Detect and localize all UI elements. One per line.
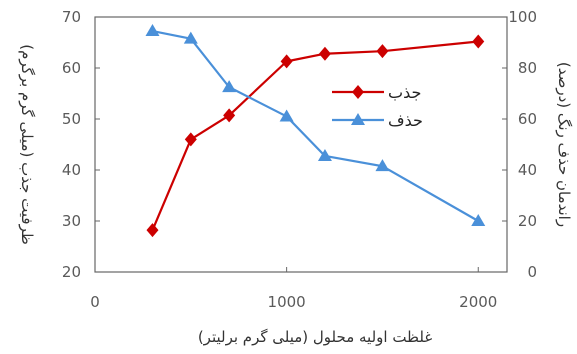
data-point xyxy=(279,109,294,122)
y-left-tick-label: 20 xyxy=(62,263,81,281)
y-right-tick-label: 60 xyxy=(518,110,537,128)
y-left-tick-label: 40 xyxy=(62,161,81,179)
y-left-tick-label: 30 xyxy=(62,212,81,230)
data-point xyxy=(145,24,160,37)
y-right-tick-label: 20 xyxy=(518,212,537,230)
legend-label: حذف xyxy=(388,111,423,130)
data-point xyxy=(352,85,364,99)
x-tick-label: 1000 xyxy=(268,293,306,311)
data-point xyxy=(318,46,331,61)
data-point xyxy=(280,54,293,69)
data-point xyxy=(183,31,198,44)
plot-border xyxy=(94,16,508,273)
data-point xyxy=(351,113,365,125)
x-axis-label: غلظت اولیه محلول (میلی گرم برلیتر) xyxy=(198,328,433,346)
data-point xyxy=(223,108,236,123)
data-point xyxy=(471,214,486,226)
y-left-tick-label: 50 xyxy=(62,110,81,128)
plot-area xyxy=(94,16,508,273)
y-left-tick-label: 70 xyxy=(62,8,81,26)
series-line xyxy=(152,29,479,222)
x-tick-label: 2000 xyxy=(459,293,497,311)
y-axis-right-label: راندمان حذف رنگ (درصد) xyxy=(555,62,573,227)
y-left-tick-label: 60 xyxy=(62,59,81,77)
series-line xyxy=(151,40,479,231)
data-point xyxy=(146,223,159,238)
x-tick-label: 0 xyxy=(90,293,100,311)
data-point xyxy=(222,80,237,93)
legend-label: جذب xyxy=(388,83,421,102)
y-right-tick-label: 80 xyxy=(518,59,537,77)
y-right-tick-label: 100 xyxy=(508,8,537,26)
data-point xyxy=(376,44,389,59)
series-removal xyxy=(145,24,486,226)
data-point xyxy=(184,132,197,147)
legend: جذب حذف xyxy=(332,83,423,130)
data-point xyxy=(317,148,332,161)
y-right-tick-label: 0 xyxy=(527,263,537,281)
y-axis-left-label: ظرفیت جذب (میلی گرم برگرم) xyxy=(18,44,36,245)
data-point xyxy=(472,34,485,49)
y-right-tick-label: 40 xyxy=(518,161,537,179)
series xyxy=(145,24,486,238)
data-point xyxy=(375,159,390,172)
series-adsorption xyxy=(146,34,485,238)
